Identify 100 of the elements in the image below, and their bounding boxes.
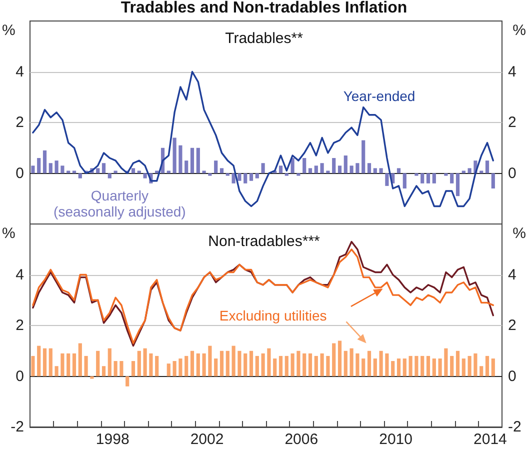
- bar: [84, 356, 88, 376]
- bar: [37, 346, 41, 376]
- bar: [166, 170, 170, 174]
- bar: [326, 170, 330, 174]
- bar: [362, 358, 366, 376]
- y-tick-label: 2: [16, 114, 24, 131]
- bar: [326, 356, 330, 376]
- bar: [232, 346, 236, 376]
- bar: [356, 163, 360, 174]
- bar: [66, 170, 70, 174]
- y2-tick-label: 4: [508, 266, 516, 284]
- bar: [72, 353, 76, 376]
- x-tick-label: 2002: [190, 431, 224, 448]
- bar: [456, 350, 460, 376]
- bar: [137, 170, 141, 174]
- bar: [362, 140, 366, 174]
- bar: [396, 168, 401, 174]
- bar: [438, 358, 442, 376]
- bar: [278, 166, 283, 174]
- bar: [385, 173, 389, 186]
- y2-tick-label: 0: [508, 164, 516, 182]
- x-tick-label: 1998: [96, 431, 130, 448]
- bar: [267, 348, 271, 376]
- bar: [108, 173, 112, 178]
- bar: [31, 166, 35, 174]
- bar: [108, 348, 112, 376]
- bar: [143, 348, 147, 376]
- bar: [391, 361, 395, 376]
- bar: [332, 158, 336, 174]
- bar: [244, 173, 248, 184]
- y2-tick-label: 0: [508, 368, 516, 385]
- bar: [178, 358, 182, 376]
- bar: [208, 173, 212, 176]
- bar: [60, 166, 64, 174]
- bar: [450, 356, 454, 376]
- y-tick-label: 0: [16, 164, 24, 182]
- bar: [468, 168, 472, 174]
- bar: [196, 148, 200, 174]
- text: Tradables**: [225, 30, 304, 47]
- bar: [273, 358, 277, 376]
- bar: [302, 353, 306, 376]
- text: Non-tradables***: [208, 233, 320, 250]
- bar: [120, 361, 124, 376]
- bar: [220, 168, 224, 174]
- bar: [432, 173, 436, 184]
- bar: [402, 173, 406, 188]
- bar: [66, 353, 70, 376]
- bar: [102, 163, 106, 174]
- bar: [456, 173, 460, 196]
- bar: [261, 353, 265, 376]
- bar: [344, 350, 348, 376]
- x-tick-label: 2006: [284, 431, 318, 448]
- bar: [190, 350, 194, 376]
- bar: [320, 163, 324, 174]
- bar: [202, 353, 206, 376]
- bar: [31, 356, 35, 376]
- bar: [96, 350, 100, 376]
- bar: [367, 163, 372, 174]
- y2-axis-title: %: [512, 225, 526, 242]
- bar: [54, 366, 58, 376]
- bar: [214, 160, 218, 174]
- bar: [485, 160, 490, 174]
- bar: [149, 353, 153, 376]
- bar: [480, 366, 484, 376]
- bar: [420, 173, 424, 184]
- bar: [208, 346, 212, 376]
- bar: [244, 353, 248, 376]
- bar: [290, 353, 294, 376]
- y-tick-label: 4: [16, 63, 24, 80]
- bar: [426, 173, 430, 184]
- bar: [408, 356, 412, 376]
- bar: [202, 170, 206, 174]
- bar: [155, 356, 159, 376]
- bar: [184, 356, 188, 376]
- bar: [426, 356, 430, 376]
- bar: [350, 348, 354, 376]
- y-tick-label: 0: [16, 368, 24, 385]
- y2-tick-label: 2: [508, 114, 516, 131]
- bar: [284, 356, 288, 376]
- bar: [214, 358, 218, 376]
- bar: [290, 158, 294, 174]
- bar: [480, 170, 484, 174]
- y2-tick-label: 4: [508, 63, 516, 80]
- bar: [468, 356, 472, 376]
- bar: [37, 158, 41, 174]
- bar: [462, 170, 466, 174]
- bar: [367, 350, 372, 376]
- bar: [190, 148, 194, 174]
- y-tick-label: -2: [10, 418, 24, 436]
- bar: [137, 350, 141, 376]
- bar: [308, 353, 312, 376]
- bar: [226, 173, 230, 176]
- bar: [226, 350, 230, 376]
- bar: [491, 358, 495, 376]
- bar: [450, 173, 454, 184]
- bar: [314, 166, 318, 174]
- bar: [474, 353, 478, 376]
- series-label: Excluding utilities: [219, 307, 327, 324]
- bar: [444, 348, 448, 376]
- bar: [143, 173, 147, 178]
